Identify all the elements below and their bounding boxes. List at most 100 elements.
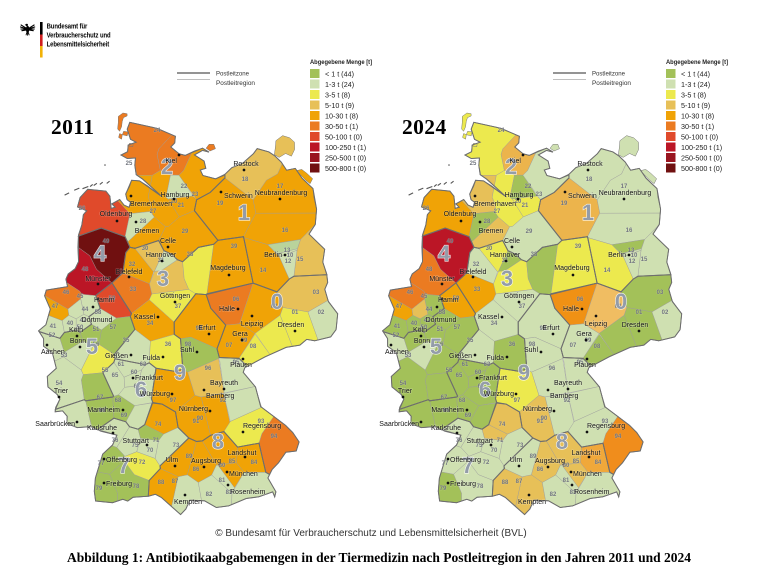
svg-text:49: 49 (103, 239, 110, 245)
svg-text:Bayreuth: Bayreuth (554, 380, 582, 387)
svg-text:01: 01 (636, 310, 643, 316)
svg-text:25: 25 (126, 161, 133, 167)
svg-text:Bundesamt für: Bundesamt für (47, 23, 88, 31)
svg-text:Kempten: Kempten (518, 499, 546, 506)
svg-text:23: 23 (192, 192, 199, 198)
svg-text:6: 6 (135, 377, 147, 402)
svg-text:77: 77 (98, 461, 105, 467)
svg-text:Neubrandenburg: Neubrandenburg (255, 190, 308, 197)
svg-text:98: 98 (185, 342, 192, 348)
svg-text:07: 07 (226, 343, 233, 349)
svg-text:71: 71 (497, 438, 504, 444)
svg-text:Münster: Münster (429, 276, 455, 283)
svg-text:84: 84 (251, 460, 258, 466)
svg-text:90: 90 (197, 416, 204, 422)
svg-text:76: 76 (112, 438, 119, 444)
svg-text:250-500 t (0): 250-500 t (0) (325, 154, 366, 163)
svg-text:06: 06 (577, 297, 584, 303)
svg-text:Fulda: Fulda (486, 355, 504, 362)
svg-text:85: 85 (229, 459, 236, 465)
svg-text:73: 73 (173, 443, 180, 449)
svg-text:Halle: Halle (563, 306, 579, 313)
svg-text:03: 03 (313, 290, 320, 296)
svg-text:10: 10 (287, 253, 294, 259)
svg-text:Gera: Gera (576, 331, 592, 338)
svg-text:41: 41 (50, 324, 57, 330)
svg-text:85: 85 (573, 459, 580, 465)
svg-text:< 1 t (44): < 1 t (44) (325, 70, 354, 79)
svg-text:87: 87 (172, 479, 179, 485)
svg-text:46: 46 (63, 290, 70, 296)
svg-text:15: 15 (297, 257, 304, 263)
svg-text:Magdeburg: Magdeburg (210, 265, 246, 272)
svg-text:18: 18 (242, 177, 249, 183)
svg-text:79: 79 (96, 486, 103, 492)
svg-text:Nürnberg: Nürnberg (523, 406, 552, 413)
svg-text:94: 94 (615, 434, 622, 440)
svg-text:24: 24 (154, 128, 161, 134)
svg-text:26: 26 (79, 206, 86, 212)
svg-text:90: 90 (541, 416, 548, 422)
svg-text:Bielefeld: Bielefeld (116, 269, 143, 276)
svg-text:10-30 t (8): 10-30 t (8) (681, 112, 714, 121)
svg-text:Bremen: Bremen (135, 228, 160, 235)
svg-text:72: 72 (483, 460, 490, 466)
svg-text:66: 66 (443, 408, 450, 414)
svg-text:69: 69 (121, 413, 128, 419)
svg-text:50-100 t (0): 50-100 t (0) (681, 133, 718, 142)
svg-text:Schwerin: Schwerin (224, 193, 253, 200)
svg-text:Postleitregion: Postleitregion (592, 80, 631, 87)
svg-text:40: 40 (67, 321, 74, 327)
svg-text:48: 48 (82, 267, 89, 273)
svg-text:Suhl: Suhl (180, 347, 194, 354)
svg-text:42: 42 (424, 318, 431, 324)
svg-text:86: 86 (193, 467, 200, 473)
svg-text:< 1 t (44): < 1 t (44) (681, 70, 710, 79)
svg-text:47: 47 (52, 304, 59, 310)
svg-text:80: 80 (219, 463, 226, 469)
svg-text:56: 56 (437, 342, 444, 348)
svg-text:Kassel: Kassel (134, 314, 155, 321)
svg-text:04: 04 (615, 304, 622, 310)
svg-text:30: 30 (142, 246, 149, 252)
svg-text:Bonn: Bonn (414, 338, 430, 345)
svg-text:100-250 t (1): 100-250 t (1) (681, 143, 722, 152)
svg-text:77: 77 (442, 461, 449, 467)
svg-text:Hamm: Hamm (94, 297, 115, 304)
svg-text:Köln: Köln (69, 327, 83, 334)
svg-text:66: 66 (99, 408, 106, 414)
svg-text:Halle: Halle (219, 306, 235, 313)
svg-text:53: 53 (61, 353, 68, 359)
svg-text:98: 98 (529, 342, 536, 348)
svg-text:65: 65 (112, 373, 119, 379)
svg-text:58: 58 (439, 310, 446, 316)
svg-text:7: 7 (118, 453, 130, 478)
svg-text:Fulda: Fulda (142, 355, 160, 362)
svg-text:91: 91 (193, 419, 200, 425)
svg-text:57: 57 (454, 325, 461, 331)
svg-text:1-3 t (24): 1-3 t (24) (325, 80, 354, 89)
svg-text:34: 34 (147, 321, 154, 327)
svg-text:37: 37 (519, 304, 526, 310)
svg-text:51: 51 (437, 327, 444, 333)
svg-text:82: 82 (550, 492, 557, 498)
svg-text:München: München (573, 471, 602, 478)
svg-text:03: 03 (657, 290, 664, 296)
svg-text:Mannheim: Mannheim (87, 407, 120, 414)
svg-text:14: 14 (260, 268, 267, 274)
svg-text:82: 82 (206, 492, 213, 498)
svg-text:89: 89 (186, 454, 193, 460)
svg-text:32: 32 (473, 262, 480, 268)
svg-text:68: 68 (459, 398, 466, 404)
svg-text:Leipzig: Leipzig (585, 321, 607, 328)
svg-text:04: 04 (271, 304, 278, 310)
svg-text:Erfurt: Erfurt (198, 325, 215, 332)
svg-text:Dresden: Dresden (622, 322, 649, 329)
svg-text:26: 26 (423, 206, 430, 212)
svg-text:Rostock: Rostock (577, 161, 603, 168)
svg-text:02: 02 (318, 310, 325, 316)
svg-text:97: 97 (514, 398, 521, 404)
svg-text:Landshut: Landshut (228, 450, 257, 457)
svg-text:Kiel: Kiel (165, 158, 177, 165)
svg-text:19: 19 (561, 201, 568, 207)
